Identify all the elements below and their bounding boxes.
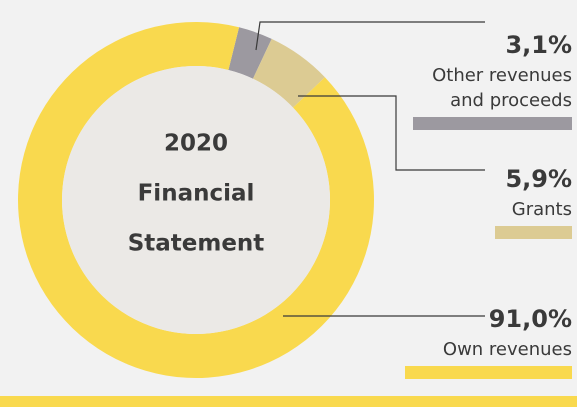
center-title: Financial — [138, 181, 255, 207]
value-label: 3,1% — [505, 31, 572, 59]
leader-line — [255, 21, 485, 51]
category-label: Own revenues — [443, 339, 572, 360]
center-title: 2020 — [164, 131, 228, 157]
leader-line — [298, 95, 485, 171]
category-label: Other revenues — [432, 65, 572, 86]
legend-swatch — [495, 226, 572, 239]
legend-swatch — [413, 117, 572, 130]
category-label: Grants — [512, 199, 572, 220]
donut-slice — [252, 38, 325, 108]
bottom-band — [0, 396, 577, 407]
center-title: Statement — [128, 231, 265, 257]
legend-swatch — [405, 366, 572, 379]
value-label: 91,0% — [489, 305, 572, 333]
value-label: 5,9% — [505, 165, 572, 193]
donut-slice — [228, 27, 272, 79]
donut-hole — [62, 66, 330, 334]
category-label: and proceeds — [450, 90, 572, 111]
